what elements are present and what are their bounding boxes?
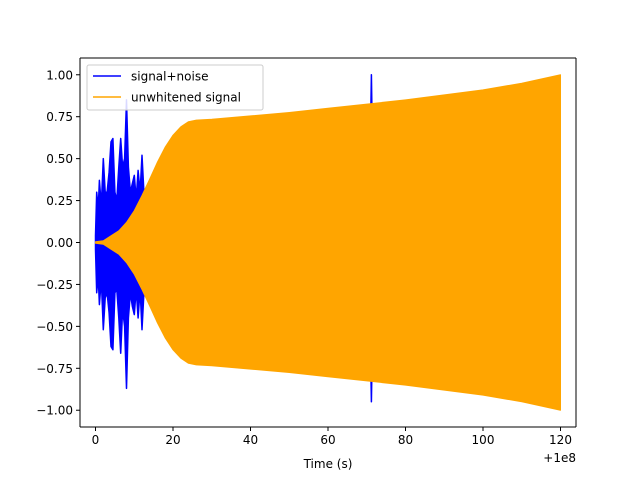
y-axis-ticks: 1.00 0.75 0.50 0.25 0.00 −0.25 −0.50 −0.75 −1.00 [36, 68, 80, 418]
series-unwhitened-signal [95, 74, 561, 411]
x-tick-label: 20 [165, 433, 180, 447]
y-tick-label: −1.00 [36, 404, 73, 418]
y-tick-label: −0.75 [36, 362, 73, 376]
x-tick-label: 40 [243, 433, 258, 447]
x-axis-ticks: 0 20 40 60 80 100 120 [92, 427, 572, 447]
y-tick-label: 0.25 [46, 194, 73, 208]
y-tick-label: 1.00 [46, 68, 73, 82]
y-tick-label: 0.00 [46, 236, 73, 250]
x-tick-label: 120 [549, 433, 572, 447]
legend: signal+noise unwhitened signal [86, 64, 264, 111]
series-layer [94, 74, 561, 411]
x-tick-label: 0 [92, 433, 100, 447]
x-axis-label: Time (s) [303, 457, 353, 471]
legend-label-unwhitened-signal: unwhitened signal [131, 91, 241, 105]
x-tick-label: 80 [398, 433, 413, 447]
y-tick-label: −0.25 [36, 278, 73, 292]
y-tick-label: −0.50 [36, 320, 73, 334]
x-tick-label: 100 [472, 433, 495, 447]
x-axis-offset-label: +1e8 [543, 451, 576, 465]
legend-box [86, 64, 264, 111]
legend-label-signal-noise: signal+noise [131, 70, 208, 84]
y-tick-label: 0.50 [46, 152, 73, 166]
y-tick-label: 0.75 [46, 110, 73, 124]
x-tick-label: 60 [320, 433, 335, 447]
